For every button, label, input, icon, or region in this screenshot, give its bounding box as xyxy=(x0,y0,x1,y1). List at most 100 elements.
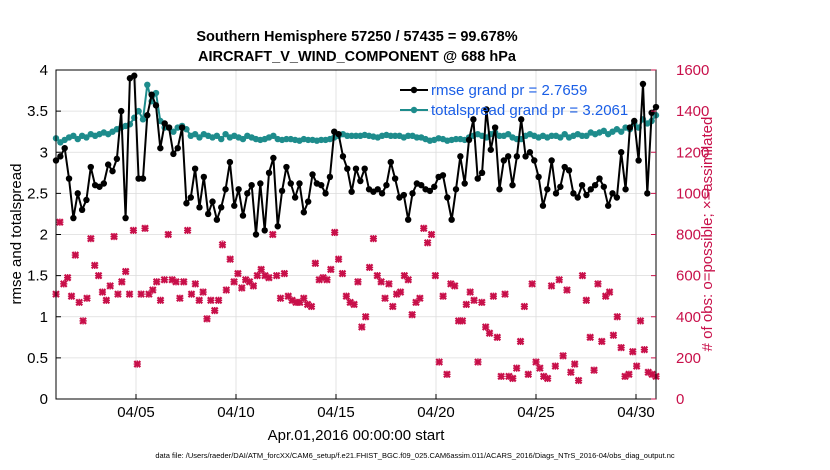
obs-possible-point xyxy=(254,273,260,279)
rmse-point xyxy=(265,169,273,177)
obs-possible-point xyxy=(637,318,644,324)
legend-rmse-marker xyxy=(410,86,418,94)
obs-possible-point xyxy=(428,231,435,238)
obs-possible-point xyxy=(99,289,106,295)
obs-possible-point xyxy=(506,373,512,379)
rmse-point xyxy=(635,157,642,164)
rmse-point xyxy=(518,116,525,123)
legend-spread-label: totalspread grand pr = 3.2061 xyxy=(431,102,628,119)
rmse-point xyxy=(578,181,586,189)
totalspread-point xyxy=(135,107,142,115)
rmse-point xyxy=(61,144,68,152)
obs-possible-point xyxy=(161,277,167,283)
x-tick-label: 04/10 xyxy=(217,404,255,421)
obs-possible-point xyxy=(142,225,148,231)
rmse-point xyxy=(304,198,312,205)
obs-possible-point xyxy=(134,361,140,367)
rmse-point xyxy=(644,190,651,197)
obs-possible-point xyxy=(196,297,202,303)
rmse-point xyxy=(487,146,494,153)
obs-possible-point xyxy=(316,277,322,283)
obs-possible-point xyxy=(231,279,237,285)
rmse-point xyxy=(483,106,490,113)
rmse-point xyxy=(109,167,116,175)
obs-possible-point xyxy=(227,256,233,262)
legend: rmse grand pr = 2.7659 totalspread grand… xyxy=(400,82,628,119)
obs-possible-point xyxy=(154,279,160,285)
rmse-point xyxy=(648,109,655,116)
obs-possible-point xyxy=(537,365,543,371)
obs-possible-point xyxy=(548,283,555,289)
y-tick-label: 0.5 xyxy=(27,350,48,367)
data-file-footer: data file: /Users/raeder/DAI/ATM_forcXX/… xyxy=(155,451,675,460)
obs-possible-point xyxy=(502,291,508,297)
rmse-point xyxy=(383,181,390,189)
rmse-point xyxy=(239,212,247,219)
rmse-point xyxy=(587,186,594,193)
obs-possible-point xyxy=(115,291,121,297)
obs-possible-point xyxy=(335,256,342,262)
obs-possible-point xyxy=(192,281,198,287)
obs-possible-point xyxy=(274,273,280,279)
y-tick-label: 3 xyxy=(40,144,48,161)
rmse-point xyxy=(274,223,281,230)
rmse-point xyxy=(113,155,121,163)
obs-possible-point xyxy=(181,279,187,285)
obs-possible-point xyxy=(579,273,586,279)
rmse-point xyxy=(278,187,286,195)
obs-possible-point xyxy=(339,270,346,277)
obs-possible-point xyxy=(583,297,589,303)
y-tick-label: 0 xyxy=(40,391,48,408)
rmse-point xyxy=(387,158,394,166)
rmse-point xyxy=(148,91,155,98)
obs-possible-point xyxy=(123,268,129,275)
obs-possible-point xyxy=(591,367,597,373)
obs-possible-point xyxy=(626,371,632,377)
obs-possible-point xyxy=(378,279,384,285)
rmse-point xyxy=(309,171,316,178)
rmse-point xyxy=(196,204,203,211)
rmse-point xyxy=(613,194,621,201)
obs-possible-point xyxy=(347,299,353,305)
obs-possible-point xyxy=(188,291,195,297)
obs-possible-point xyxy=(545,375,551,382)
totalspread-point xyxy=(561,130,568,138)
obs-possible-point xyxy=(76,299,82,305)
rmse-point xyxy=(444,194,451,201)
obs-possible-point xyxy=(397,289,404,295)
rmse-point xyxy=(513,153,521,160)
obs-possible-point xyxy=(359,324,365,330)
obs-possible-point xyxy=(308,303,315,310)
obs-possible-point xyxy=(471,297,477,303)
obs-possible-point xyxy=(72,252,78,258)
obs-possible-point xyxy=(204,316,210,322)
y-right-tick-label: 400 xyxy=(676,309,701,326)
obs-possible-point xyxy=(572,361,578,367)
totalspread-point xyxy=(504,130,512,138)
obs-possible-point xyxy=(363,314,369,320)
obs-possible-point xyxy=(382,295,388,301)
obs-possible-point xyxy=(92,262,98,268)
rmse-point xyxy=(213,216,221,223)
rmse-point xyxy=(461,180,468,187)
totalspread-point xyxy=(557,134,564,141)
obs-possible-point xyxy=(634,363,640,369)
rmse-point xyxy=(378,190,386,197)
obs-possible-point xyxy=(421,225,427,231)
rmse-point xyxy=(600,183,608,190)
rmse-point xyxy=(552,190,560,197)
rmse-point xyxy=(231,202,238,209)
obs-possible-point xyxy=(610,332,617,338)
y-tick-label: 4 xyxy=(40,62,48,79)
obs-possible-point xyxy=(169,277,175,283)
obs-possible-point xyxy=(448,281,454,287)
rmse-point xyxy=(222,186,229,193)
totalspread-point xyxy=(218,135,225,143)
rmse-point xyxy=(65,175,73,182)
obs-possible-point xyxy=(68,293,75,299)
totalspread-point xyxy=(139,116,147,123)
obs-possible-point xyxy=(146,291,152,297)
obs-possible-point xyxy=(370,236,377,242)
obs-possible-point xyxy=(212,307,218,314)
